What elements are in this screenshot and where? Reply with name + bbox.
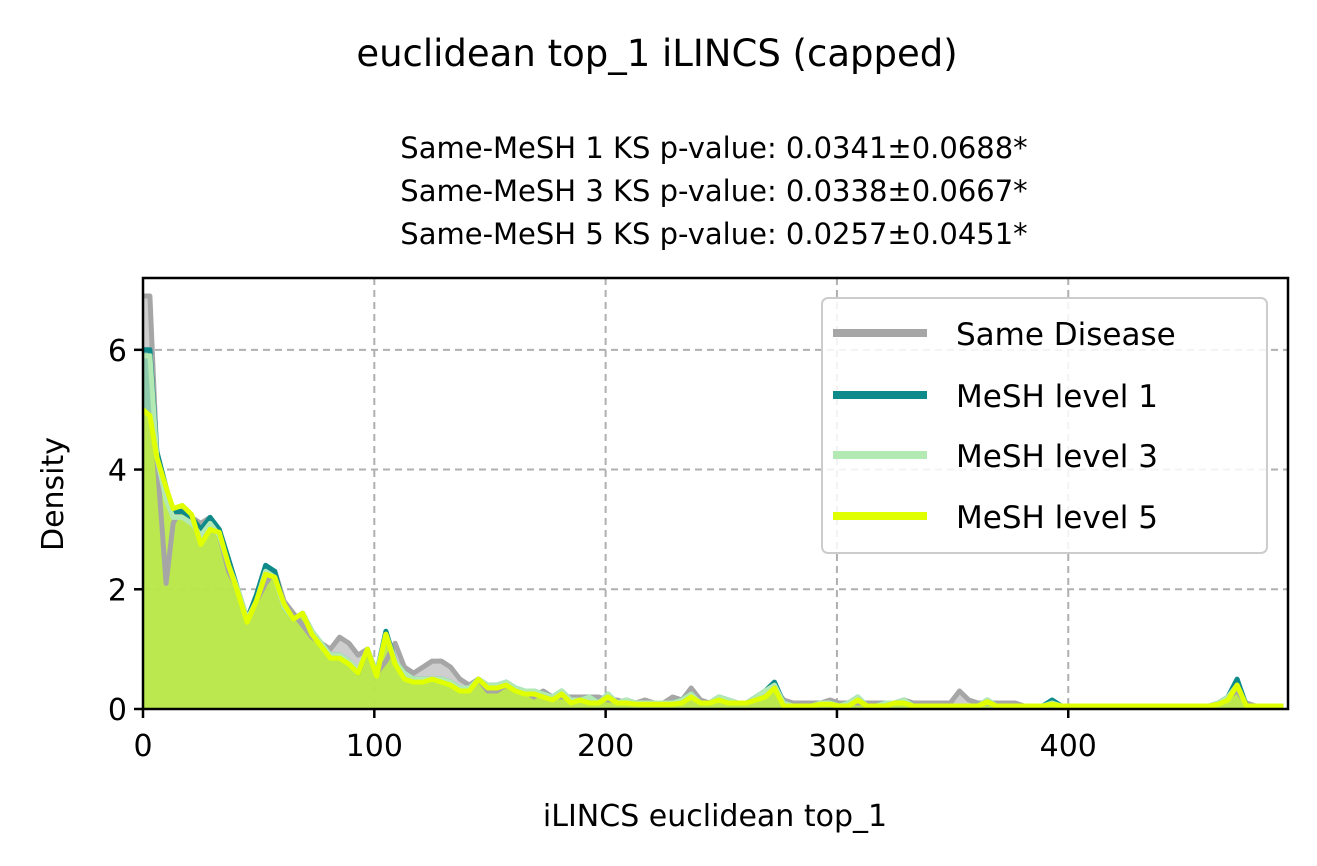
legend-label-mesh-level-1: MeSH level 1 <box>956 379 1158 415</box>
y-tick-label: 4 <box>108 454 127 489</box>
subtitle-line-1: Same-MeSH 1 KS p-value: 0.0341±0.0688* <box>400 131 1027 165</box>
legend: Same Disease MeSH level 1 MeSH level 3 M… <box>821 297 1268 554</box>
chart-title: euclidean top_1 iLINCS (capped) <box>356 32 957 75</box>
legend-box <box>821 297 1268 554</box>
x-axis-label: iLINCS euclidean top_1 <box>543 799 887 834</box>
x-tick-label: 100 <box>346 729 403 764</box>
line-mesh-level-5 <box>141 407 1284 709</box>
axis-ticks: 0 100 200 300 400 0 2 4 6 <box>108 334 1097 764</box>
subtitle-line-2: Same-MeSH 3 KS p-value: 0.0338±0.0667* <box>400 174 1027 208</box>
x-tick-label: 200 <box>577 729 634 764</box>
y-tick-label: 2 <box>108 573 127 608</box>
legend-label-mesh-level-5: MeSH level 5 <box>956 500 1158 536</box>
x-tick-label: 400 <box>1040 729 1097 764</box>
density-fills <box>143 296 1284 709</box>
legend-label-mesh-level-3: MeSH level 3 <box>956 439 1158 475</box>
y-tick-label: 6 <box>108 334 127 369</box>
x-tick-label: 0 <box>133 729 152 764</box>
density-lines <box>141 293 1284 709</box>
y-axis-label: Density <box>36 437 71 551</box>
subtitle-line-3: Same-MeSH 5 KS p-value: 0.0257±0.0451* <box>400 217 1027 251</box>
area-mesh-level-5 <box>143 409 1284 709</box>
y-tick-label: 0 <box>108 693 127 728</box>
legend-label-same-disease: Same Disease <box>956 317 1176 353</box>
plot-frame <box>141 276 1290 711</box>
x-tick-label: 300 <box>808 729 865 764</box>
